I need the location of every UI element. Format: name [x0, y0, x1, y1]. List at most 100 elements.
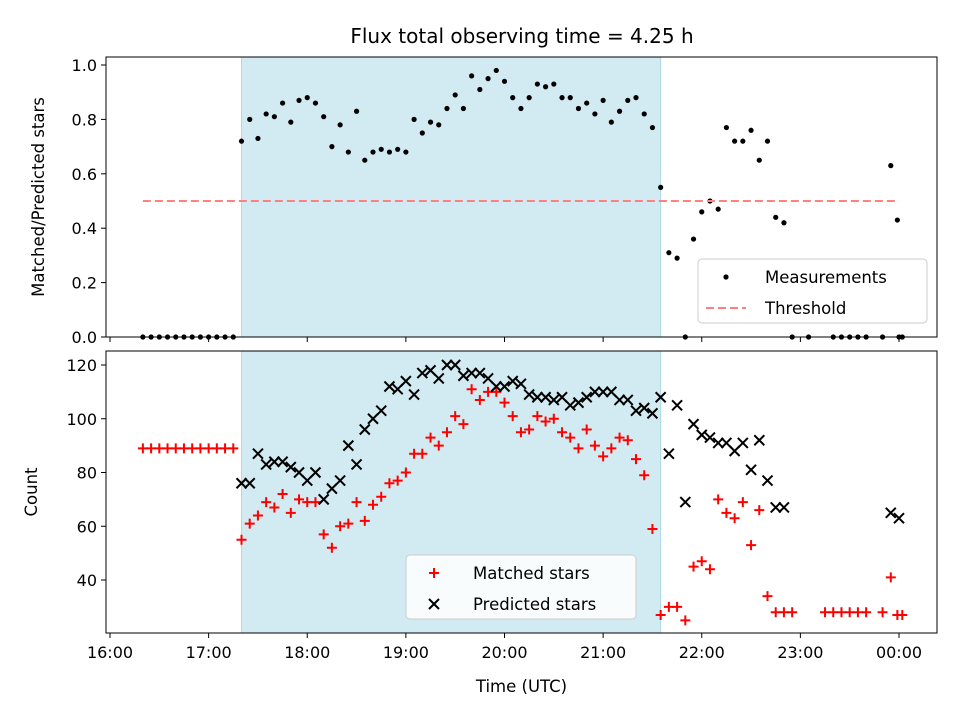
predicted-star-point — [704, 431, 716, 444]
matched-star-point — [565, 432, 576, 443]
matched-star-point — [326, 542, 337, 553]
predicted-star-point — [342, 439, 355, 452]
measurement-point — [271, 114, 277, 120]
predicted-star-point — [737, 437, 749, 449]
measurement-point — [353, 108, 360, 114]
measurement-point — [411, 116, 417, 122]
y-tick-label: 60 — [77, 517, 97, 536]
bottom-panel: 40 60 80 100 120 16:00 17:00 18:00 19:00 20:00 21:… — [22, 350, 938, 696]
predicted-star-point — [260, 458, 272, 471]
measurement-point — [337, 122, 343, 128]
x-tick-label: 19:00 — [383, 643, 429, 662]
measurement-point — [649, 124, 656, 131]
measurement-point — [419, 130, 425, 136]
measurement-point — [690, 236, 697, 242]
measurement-point — [395, 146, 401, 152]
measurement-point — [894, 217, 900, 223]
measurement-point — [345, 149, 351, 155]
measurement-point — [460, 105, 467, 112]
measurement-point — [296, 97, 302, 103]
measurement-point — [469, 73, 475, 79]
matched-star-point — [236, 534, 247, 545]
matched-star-point — [696, 556, 707, 567]
predicted-star-point — [252, 447, 264, 460]
predicted-star-point — [235, 477, 248, 489]
predicted-star-point — [893, 512, 905, 524]
x-tick-label: 00:00 — [876, 643, 922, 662]
matched-star-point — [433, 440, 444, 451]
measurement-point — [329, 144, 335, 150]
y-tick-label: 120 — [66, 356, 97, 375]
measurement-point — [641, 111, 647, 117]
predicted-star-point — [375, 404, 387, 417]
measurement-point — [362, 157, 368, 163]
predicted-star-point — [433, 372, 445, 385]
measurement-point — [452, 92, 458, 98]
measurement-point — [781, 220, 787, 226]
matched-star-point — [672, 601, 683, 612]
measurement-point — [888, 163, 894, 169]
predicted-star-point — [770, 501, 782, 514]
predicted-star-point — [441, 359, 453, 371]
matched-star-point — [376, 491, 387, 502]
predicted-star-point — [449, 359, 461, 371]
measurement-point — [255, 135, 261, 142]
measurement-point — [732, 138, 738, 144]
axes-frame — [105, 56, 938, 338]
matched-star-point — [524, 424, 535, 435]
matched-star-point — [474, 394, 485, 405]
measurement-point — [386, 149, 393, 155]
measurement-point — [551, 81, 557, 87]
measurement-point — [575, 105, 582, 112]
matched-star-point — [704, 564, 715, 575]
matched-star-point — [655, 609, 666, 620]
matched-star-point — [269, 502, 280, 513]
legend-label: Matched stars — [473, 564, 590, 583]
measurement-point — [658, 184, 664, 190]
matched-star-point — [351, 497, 362, 508]
matched-star-point — [417, 448, 428, 459]
legend-box — [697, 258, 928, 324]
measurement-point — [493, 67, 499, 74]
matched-star-point — [450, 411, 461, 422]
y-tick-label: 0.8 — [72, 110, 97, 129]
x-tick-label: 18:00 — [284, 643, 330, 662]
measurement-point — [773, 214, 779, 220]
y-tick-label: 0.4 — [72, 219, 97, 238]
measurement-point — [600, 97, 606, 103]
predicted-star-point — [490, 380, 502, 393]
measurement-point — [444, 105, 450, 112]
matched-star-point — [252, 510, 263, 521]
measurement-point — [238, 138, 245, 144]
predicted-star-point — [309, 466, 322, 479]
predicted-star-point — [745, 464, 757, 476]
matched-star-point — [294, 494, 305, 505]
predicted-star-point — [580, 391, 593, 403]
predicted-star-point — [564, 399, 576, 412]
matched-star-point — [713, 494, 724, 505]
predicted-star-point — [671, 399, 683, 412]
measurement-point — [616, 108, 623, 114]
y-tick-label: 0.6 — [72, 165, 97, 184]
matched-star-point — [581, 424, 592, 435]
predicted-star-point — [523, 388, 535, 401]
matched-star-point — [261, 497, 272, 508]
matched-star-point — [458, 419, 469, 430]
measurement-point — [584, 100, 590, 106]
matched-star-point — [548, 413, 559, 424]
predicted-star-point — [646, 407, 659, 420]
predicted-star-point — [778, 501, 790, 514]
predicted-star-point — [400, 375, 412, 387]
x-tick-label: 23:00 — [777, 643, 823, 662]
predicted-star-point — [548, 394, 560, 406]
chart-title: Flux total observing time = 4.25 h — [350, 24, 693, 48]
predicted-star-point — [457, 370, 470, 382]
predicted-star-point — [416, 367, 429, 379]
predicted-star-point — [531, 391, 544, 403]
matched-star-point — [622, 435, 633, 446]
measurement-point — [666, 250, 672, 256]
predicted-star-point — [408, 388, 420, 401]
matched-star-point — [721, 507, 732, 518]
matched-star-point — [425, 432, 436, 443]
measurement-point — [518, 105, 524, 112]
